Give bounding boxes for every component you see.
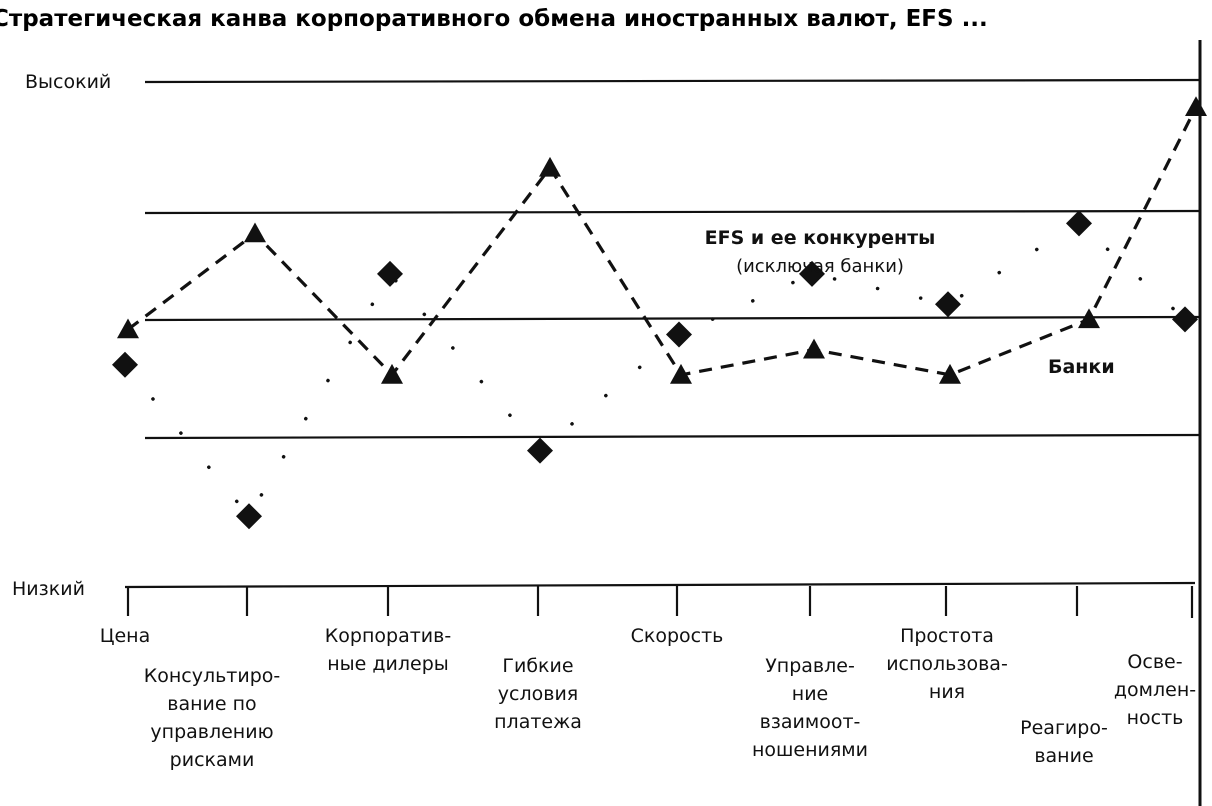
gridline	[144, 315, 1201, 322]
x-axis-category-labels: Цена Консультиро-вание по управлению рискам…	[100, 625, 1196, 771]
data-point-triangle	[939, 363, 961, 384]
data-point-diamond	[112, 351, 138, 378]
data-point-triangle	[117, 318, 139, 339]
x-tick-label: Корпоратив-ные дилеры	[325, 625, 451, 675]
x-axis-ticks	[126, 586, 1194, 618]
data-point-diamond	[666, 321, 692, 348]
chart-title: Стратегическая канва корпоративного обме…	[0, 6, 988, 32]
data-point-diamond	[236, 503, 262, 530]
data-point-triangle	[539, 156, 561, 177]
data-point-triangle	[244, 222, 266, 243]
x-tick-label: Гибкие условия платежа	[494, 655, 582, 733]
data-point-triangle	[670, 363, 692, 384]
label-efs-note: (исключая банки)	[736, 256, 904, 277]
x-tick-label: Консультиро-вание по управлению рисками	[144, 665, 281, 771]
series-efs	[112, 210, 1198, 530]
data-point-triangle	[381, 363, 403, 384]
x-tick-label: Осве-домлен-ность	[1114, 651, 1196, 729]
data-point-triangle	[1185, 96, 1207, 117]
data-point-diamond	[527, 437, 553, 464]
series-line-efs	[123, 221, 1187, 520]
x-tick-label: Реагиро-вание	[1020, 717, 1108, 767]
y-axis-low-label: Низкий	[12, 578, 85, 600]
y-axis-high-label: Высокий	[25, 71, 111, 93]
label-efs: EFS и ее конкуренты	[705, 227, 936, 249]
x-tick-label: Скорость	[631, 625, 724, 647]
data-point-diamond	[1066, 210, 1092, 237]
x-tick-label: Простота использова-ния	[886, 625, 1008, 703]
data-point-diamond	[935, 291, 961, 318]
series-line-banks	[127, 106, 1198, 378]
data-point-diamond	[377, 260, 403, 287]
gridlines	[144, 78, 1201, 440]
x-tick-label: Цена	[100, 625, 151, 647]
label-banks: Банки	[1048, 356, 1115, 378]
gridline	[144, 433, 1201, 440]
series-banks	[117, 96, 1207, 384]
data-point-triangle	[1078, 308, 1100, 329]
x-axis-line	[124, 581, 1196, 589]
data-point-diamond	[799, 260, 825, 287]
gridline-high	[144, 78, 1201, 84]
data-point-triangle	[803, 338, 825, 359]
gridline	[144, 209, 1201, 215]
x-tick-label: Управле-ние взаимоот-ношениями	[752, 655, 868, 761]
data-point-diamond	[1172, 306, 1198, 333]
